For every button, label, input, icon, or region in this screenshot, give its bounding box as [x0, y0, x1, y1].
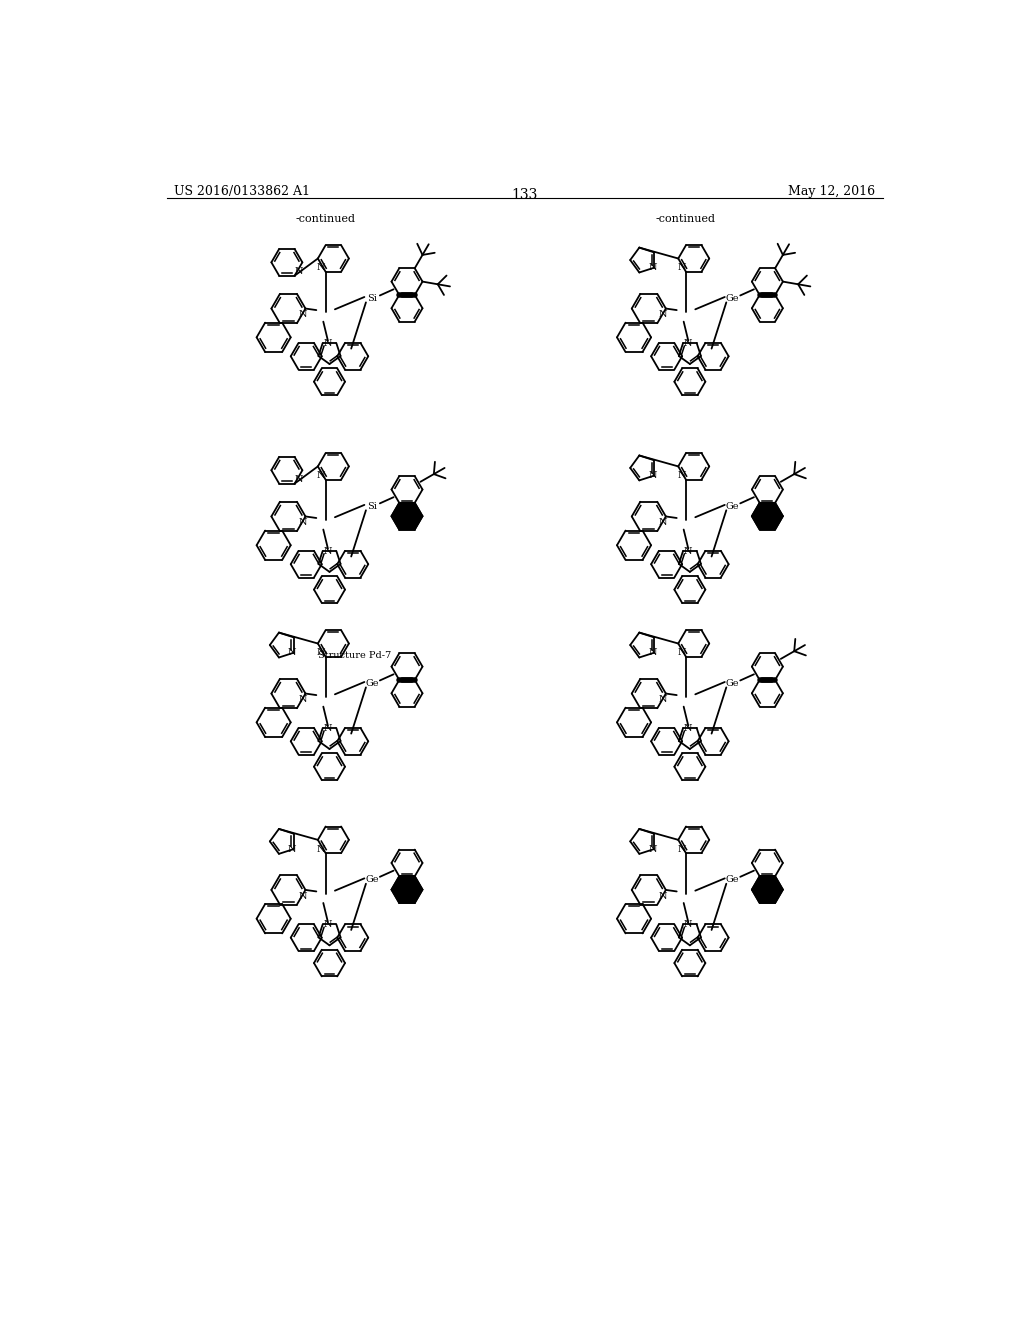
Text: 133: 133	[512, 187, 538, 202]
Text: N: N	[288, 648, 297, 657]
Text: N: N	[316, 845, 326, 854]
Text: N: N	[295, 475, 303, 484]
Text: Si: Si	[368, 294, 377, 304]
Text: N: N	[298, 696, 306, 704]
Text: N: N	[324, 546, 332, 556]
Text: N: N	[324, 339, 332, 347]
Text: N: N	[677, 845, 686, 854]
Polygon shape	[752, 503, 783, 529]
Text: N: N	[684, 546, 692, 556]
Text: N: N	[684, 339, 692, 347]
Text: N: N	[298, 891, 306, 900]
Text: N: N	[648, 845, 657, 854]
Text: US 2016/0133862 A1: US 2016/0133862 A1	[174, 185, 310, 198]
Text: Ge: Ge	[726, 502, 739, 511]
Text: N: N	[316, 263, 326, 272]
Text: Ge: Ge	[366, 678, 379, 688]
Text: Structure Pd-7: Structure Pd-7	[317, 651, 391, 660]
Text: N: N	[658, 519, 667, 527]
Text: N: N	[658, 310, 667, 319]
Text: N: N	[648, 471, 657, 480]
Text: N: N	[316, 648, 326, 657]
Text: Ge: Ge	[726, 678, 739, 688]
Text: N: N	[677, 471, 686, 480]
Text: N: N	[298, 519, 306, 527]
Text: Si: Si	[368, 502, 377, 511]
Text: N: N	[298, 310, 306, 319]
Text: Ge: Ge	[366, 875, 379, 884]
Text: N: N	[677, 263, 686, 272]
Polygon shape	[391, 876, 423, 903]
Text: N: N	[648, 263, 657, 272]
Text: N: N	[648, 648, 657, 657]
Polygon shape	[752, 876, 783, 903]
Text: May 12, 2016: May 12, 2016	[788, 185, 876, 198]
Text: Ge: Ge	[726, 875, 739, 884]
Text: N: N	[324, 920, 332, 929]
Text: N: N	[295, 267, 303, 276]
Text: N: N	[677, 648, 686, 657]
Text: N: N	[288, 845, 297, 854]
Text: N: N	[658, 891, 667, 900]
Text: N: N	[684, 920, 692, 929]
Text: N: N	[684, 723, 692, 733]
Text: N: N	[316, 471, 326, 480]
Text: N: N	[658, 696, 667, 704]
Polygon shape	[391, 503, 423, 529]
Text: -continued: -continued	[656, 214, 716, 224]
Text: -continued: -continued	[296, 214, 355, 224]
Text: N: N	[324, 723, 332, 733]
Text: Ge: Ge	[726, 294, 739, 304]
